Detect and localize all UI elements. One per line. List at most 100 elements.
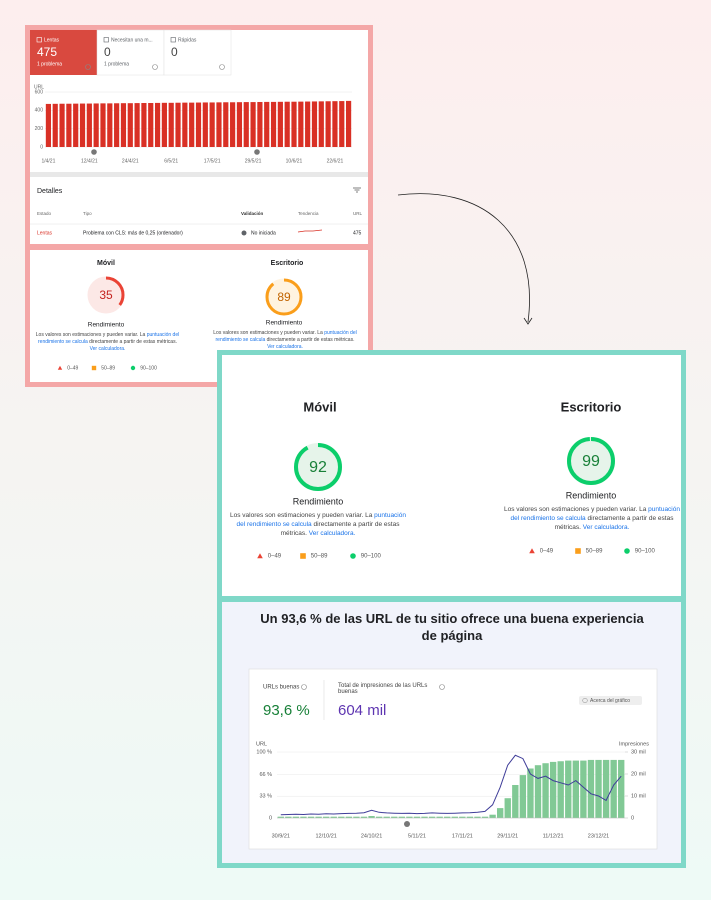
- bar: [360, 816, 368, 818]
- about-button[interactable]: [579, 696, 642, 705]
- bar: [236, 102, 243, 147]
- note-link[interactable]: puntuación del rendimiento se calcula: [38, 332, 180, 345]
- connector-arrow: [397, 193, 530, 323]
- note-text: Los valores son estimaciones y pueden va…: [504, 506, 649, 513]
- help-icon[interactable]: [219, 64, 225, 70]
- bar: [298, 101, 304, 147]
- x-tick-label: 24/4/21: [122, 158, 139, 164]
- bar: [107, 103, 113, 147]
- info-icon: [582, 697, 588, 704]
- note-link[interactable]: Ver calculadora.: [582, 523, 630, 531]
- bar: [504, 798, 511, 818]
- note-link[interactable]: Ver calculadora.: [308, 529, 356, 537]
- divider: [30, 244, 368, 250]
- annotation-marker[interactable]: [91, 149, 97, 155]
- metric-label: Total de impresiones de las URLs buenas: [338, 683, 428, 695]
- bar: [270, 101, 277, 147]
- y2-tick-label: 0: [631, 815, 634, 821]
- label: URL: [34, 84, 44, 90]
- label: Necesitan una m...: [111, 37, 153, 43]
- bar: [307, 816, 315, 818]
- gauge-score: 89: [277, 290, 291, 304]
- note-link[interactable]: Ver calculadora.: [89, 345, 126, 352]
- help-icon[interactable]: [152, 64, 158, 70]
- bar: [175, 102, 181, 147]
- bar: [572, 760, 580, 818]
- bar: [375, 816, 383, 818]
- tab-value: 0: [171, 45, 178, 59]
- bar: [114, 103, 120, 147]
- bar: [527, 768, 534, 818]
- x-tick-label: 24/10/21: [361, 833, 382, 839]
- bar: [285, 816, 292, 818]
- checkbox[interactable]: [103, 37, 109, 43]
- bar: [134, 103, 140, 147]
- metric-value: 604 mil: [338, 702, 386, 719]
- column-header: Validación: [241, 211, 264, 216]
- bar: [250, 102, 256, 147]
- bar: [602, 759, 610, 818]
- label: Rendimiento: [266, 320, 303, 327]
- bar: [311, 101, 318, 147]
- gauge-title: Móvil: [97, 260, 115, 267]
- bar: [322, 816, 330, 818]
- help-icon[interactable]: [301, 684, 307, 690]
- bar: [610, 759, 617, 818]
- checkbox[interactable]: [36, 37, 42, 43]
- bar: [305, 101, 311, 147]
- bar: [345, 816, 353, 818]
- bar: [120, 103, 127, 147]
- legend-label: 90–100: [361, 554, 382, 560]
- label: Impresiones: [619, 741, 649, 747]
- tab-value: 475: [37, 45, 57, 59]
- x-tick-label: 10/6/21: [286, 158, 303, 164]
- legend-circle: [130, 365, 136, 371]
- bar: [257, 101, 263, 147]
- bar: [345, 100, 352, 147]
- bar: [489, 814, 496, 818]
- about-button-label: Acerca del gráfico: [590, 698, 630, 704]
- legend-square: [575, 548, 581, 554]
- checkbox[interactable]: [170, 37, 176, 43]
- gauge-arc: [294, 443, 342, 491]
- annotation-marker[interactable]: [404, 821, 410, 827]
- bar: [86, 103, 92, 147]
- x-tick-label: 12/4/21: [81, 158, 98, 164]
- help-icon[interactable]: [439, 684, 445, 690]
- bar: [534, 765, 542, 818]
- filter-icon[interactable]: [353, 187, 361, 193]
- x-tick-label: 12/10/21: [315, 833, 336, 839]
- column-header: Estado: [37, 211, 52, 216]
- legend-square: [91, 365, 97, 371]
- bar: [127, 103, 133, 147]
- x-tick-label: 29/5/21: [245, 158, 262, 164]
- bar: [189, 102, 195, 147]
- bar: [459, 816, 466, 818]
- y-tick-label: 0: [40, 144, 43, 150]
- help-icon[interactable]: [85, 64, 91, 70]
- note-link[interactable]: Ver calculadora.: [267, 343, 303, 350]
- note-link[interactable]: puntuación del rendimiento se calcula: [236, 512, 406, 528]
- bar: [52, 103, 58, 147]
- legend-label: 0–49: [540, 549, 554, 555]
- bar: [338, 816, 345, 818]
- score-note: Los valores son estimaciones y pueden va…: [35, 332, 180, 352]
- x-tick-label: 17/5/21: [204, 158, 221, 164]
- legend-circle: [350, 553, 356, 559]
- label: Rendimiento: [88, 322, 125, 329]
- bar: [216, 102, 222, 147]
- panel-border: [25, 25, 373, 387]
- gauge-arc: [567, 437, 615, 485]
- gauge-title: Escritorio: [271, 260, 304, 267]
- column-header: Tendencia: [298, 211, 319, 216]
- y-tick-label: 0: [269, 815, 272, 821]
- bar: [481, 816, 489, 818]
- annotation-marker[interactable]: [254, 149, 260, 155]
- note-link[interactable]: puntuación del rendimiento se calcula: [510, 506, 680, 522]
- note-link[interactable]: puntuación del rendimiento se calcula: [215, 330, 357, 343]
- bar: [496, 808, 504, 818]
- bar: [209, 102, 215, 147]
